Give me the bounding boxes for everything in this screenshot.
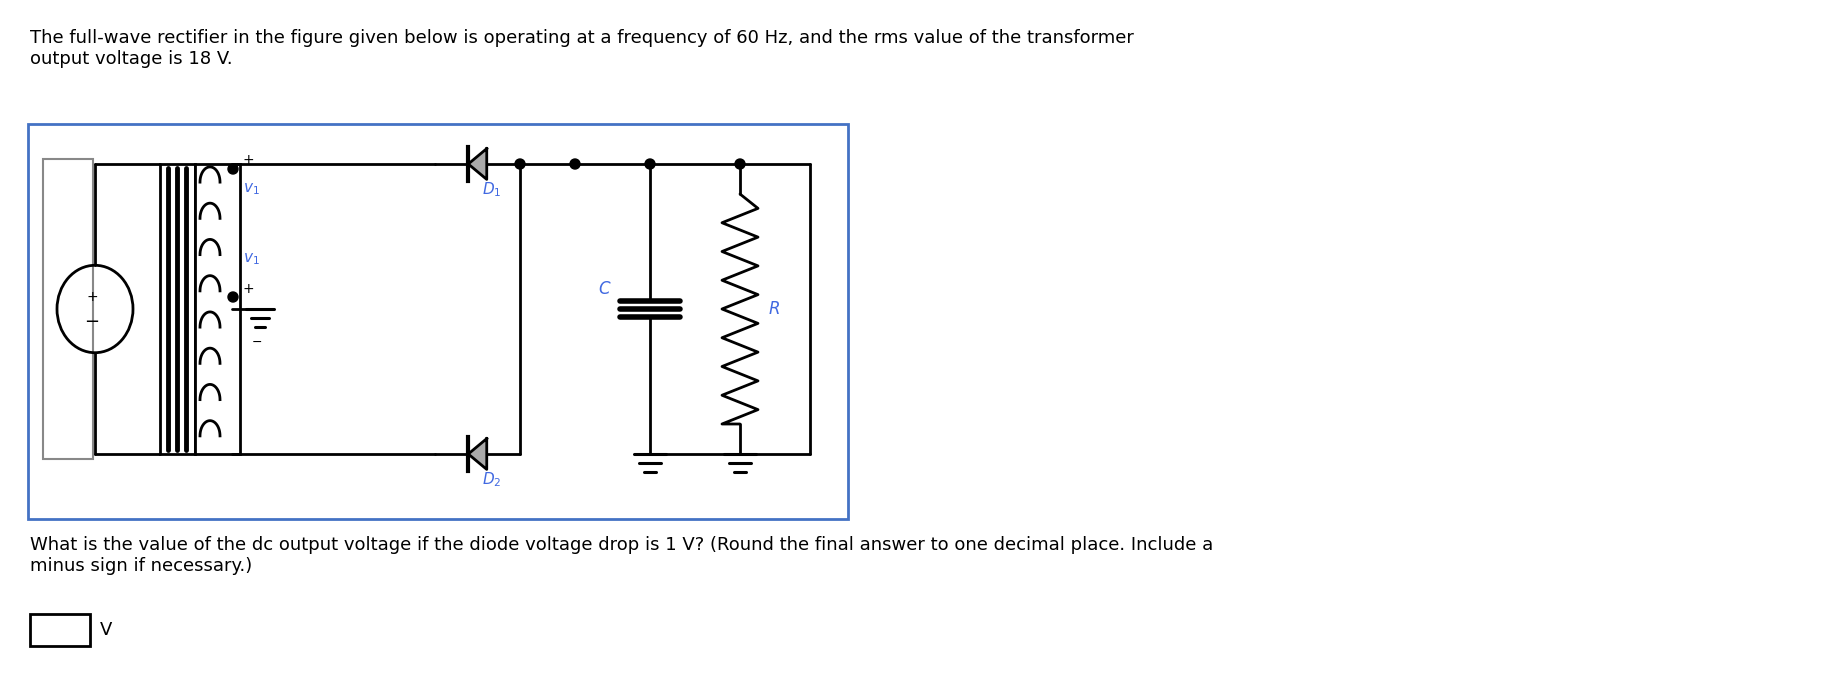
- Polygon shape: [468, 439, 486, 469]
- Polygon shape: [468, 148, 486, 179]
- Text: +: +: [242, 153, 255, 167]
- Circle shape: [227, 292, 238, 302]
- Circle shape: [227, 164, 238, 174]
- Text: $D_1$: $D_1$: [482, 180, 503, 199]
- Circle shape: [735, 159, 745, 169]
- Bar: [28, 124, 847, 519]
- Text: $v_1$: $v_1$: [242, 251, 260, 267]
- Bar: [42, 159, 94, 459]
- Circle shape: [646, 159, 655, 169]
- Text: −: −: [84, 313, 99, 331]
- Text: The full-wave rectifier in the figure given below is operating at a frequency of: The full-wave rectifier in the figure gi…: [29, 29, 1133, 68]
- Circle shape: [570, 159, 580, 169]
- Text: −: −: [251, 336, 262, 348]
- Text: $D_2$: $D_2$: [482, 470, 503, 489]
- Text: V: V: [101, 621, 112, 639]
- Text: $C$: $C$: [598, 280, 611, 298]
- Text: +: +: [86, 290, 97, 304]
- Bar: [29, 614, 90, 646]
- Text: +: +: [242, 282, 255, 296]
- Circle shape: [515, 159, 525, 169]
- Bar: [160, 164, 194, 454]
- Text: $v_1$: $v_1$: [242, 181, 260, 197]
- Text: $R$: $R$: [768, 300, 779, 318]
- Text: What is the value of the dc output voltage if the diode voltage drop is 1 V? (Ro: What is the value of the dc output volta…: [29, 536, 1214, 575]
- Bar: [194, 164, 240, 454]
